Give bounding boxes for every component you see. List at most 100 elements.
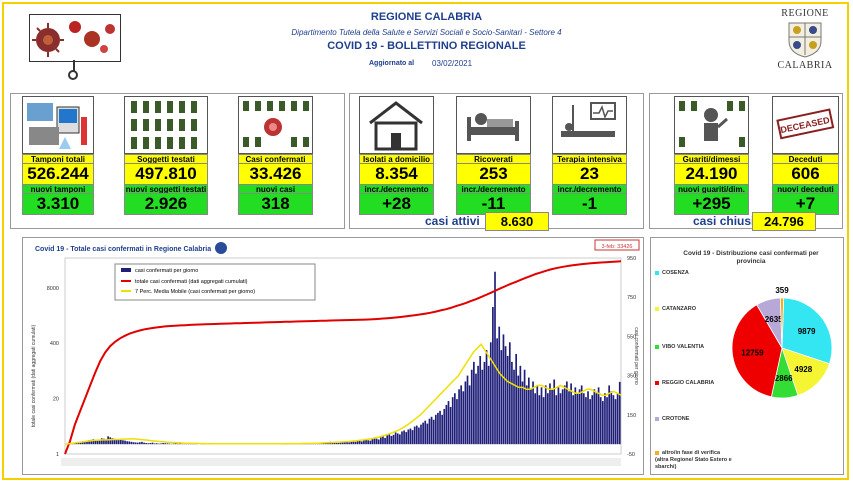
chart-annotation: 3-feb: 33426 <box>602 244 633 250</box>
pie-legend-item: COSENZA <box>655 270 733 277</box>
chart-region-badge-icon <box>215 242 227 254</box>
daily-bar <box>369 440 372 445</box>
pie-value-label: 12759 <box>741 349 764 358</box>
daily-bar <box>337 442 340 445</box>
daily-bar <box>390 435 393 445</box>
daily-bar <box>394 432 397 445</box>
pie-legend-swatch <box>655 416 659 421</box>
daily-bar <box>432 419 435 445</box>
pie-slice <box>781 297 833 365</box>
region-logo-bottom: CALABRIA <box>777 60 833 71</box>
daily-bar <box>113 438 116 445</box>
daily-bar <box>553 379 556 445</box>
daily-bar <box>530 389 532 445</box>
daily-bar <box>375 438 378 445</box>
daily-bar <box>420 424 422 445</box>
pie-legend-label: CATANZARO <box>662 306 697 312</box>
daily-bar <box>572 395 575 445</box>
daily-bar <box>502 334 505 445</box>
moving-average-line <box>64 342 622 445</box>
daily-bar <box>426 423 429 445</box>
pie-value-label: 2866 <box>775 374 793 383</box>
daily-bar <box>136 442 139 445</box>
right-tick-label: 950 <box>627 256 636 262</box>
daily-bar <box>532 381 534 445</box>
daily-bar <box>115 439 118 445</box>
pie-legend-label: REGGIO CALABRIA <box>662 380 715 386</box>
left-tick-label: 8000 <box>47 286 59 292</box>
daily-bar <box>470 369 473 445</box>
daily-bar <box>515 354 517 445</box>
daily-bar <box>551 389 553 445</box>
pie-chart-title: Covid 19 - Distribuzione casi confermati… <box>683 250 819 265</box>
daily-bar <box>494 271 496 445</box>
daily-bar <box>563 385 566 445</box>
daily-bar <box>527 377 530 445</box>
daily-bar <box>371 439 374 445</box>
daily-bar <box>81 441 84 445</box>
cumulative-line <box>64 260 622 455</box>
daily-bar <box>508 342 511 445</box>
daily-bar <box>439 410 441 445</box>
daily-bar <box>132 442 135 445</box>
daily-bar <box>386 435 389 445</box>
daily-bar <box>92 439 95 445</box>
daily-bar <box>595 393 598 445</box>
daily-bar <box>100 438 103 445</box>
soggetti-value: 497.810 <box>124 163 208 185</box>
department-subtitle: Dipartimento Tutela della Salute e Servi… <box>291 28 562 37</box>
daily-bar <box>109 437 112 445</box>
daily-bar <box>365 439 367 445</box>
daily-bar <box>96 440 99 445</box>
daily-bar <box>519 365 522 445</box>
daily-bar <box>458 389 460 445</box>
daily-bar <box>479 356 482 445</box>
daily-bar <box>468 385 471 445</box>
daily-bar <box>580 385 583 445</box>
right-tick-label: 150 <box>627 413 636 419</box>
daily-bar <box>98 439 101 445</box>
daily-bar <box>174 443 177 445</box>
daily-bar <box>119 439 122 445</box>
daily-bar <box>418 427 420 445</box>
pie-legend-item: altro/in fase di verifica (altra Regione… <box>655 450 733 471</box>
daily-bar <box>94 440 97 445</box>
legend-label-daily: casi confermati per giorno <box>135 268 198 274</box>
daily-bar <box>485 350 488 445</box>
daily-bar <box>352 440 355 445</box>
daily-bar <box>403 430 405 445</box>
pie-legend-item: REGGIO CALABRIA <box>655 380 733 387</box>
daily-bar <box>557 387 560 445</box>
icu-icon <box>552 96 627 154</box>
isolati-value: 8.354 <box>359 163 434 185</box>
tamponi-value: 526.244 <box>22 163 94 185</box>
daily-bar <box>612 395 615 445</box>
daily-bar <box>496 338 498 445</box>
daily-bar <box>540 387 543 445</box>
daily-bar <box>162 443 164 445</box>
daily-bar <box>422 422 424 445</box>
daily-bar <box>331 443 334 445</box>
lab-test-icon <box>22 96 94 154</box>
updated-label: Aggiornato al <box>369 60 415 67</box>
main-chart: Covid 19 - Totale casi confermati in Reg… <box>31 239 640 466</box>
page-title: REGIONE CALABRIA <box>370 11 483 23</box>
pie-legend-item: CATANZARO <box>655 306 733 313</box>
daily-bar <box>582 393 585 445</box>
daily-bar <box>160 443 162 445</box>
daily-bar <box>576 393 579 445</box>
daily-bar <box>578 389 581 445</box>
daily-bar <box>589 399 591 445</box>
casi-attivi-value: 8.630 <box>485 212 549 231</box>
daily-bar <box>358 440 361 445</box>
daily-bar <box>534 393 537 445</box>
daily-bar <box>405 432 408 445</box>
daily-bar <box>105 439 107 445</box>
daily-bar <box>396 433 399 445</box>
daily-bar <box>350 441 353 445</box>
chart-annotation-box <box>594 239 640 251</box>
daily-bar <box>473 361 475 445</box>
people-grid-icon <box>124 96 208 154</box>
ricoverati-value: 253 <box>456 163 531 185</box>
